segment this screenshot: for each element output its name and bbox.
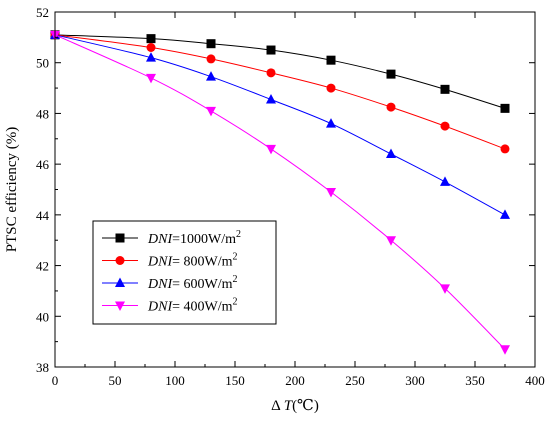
data-point	[266, 144, 276, 155]
series-3	[50, 29, 510, 219]
data-point	[326, 83, 336, 93]
legend-marker	[115, 277, 125, 287]
legend-marker	[115, 233, 125, 243]
x-axis-label-unit: (℃)	[292, 398, 319, 414]
legend-marker	[115, 301, 125, 311]
data-point	[500, 103, 510, 113]
data-point	[386, 102, 396, 112]
y-tick-label: 42	[36, 259, 49, 274]
series-layer	[50, 29, 510, 355]
data-point	[206, 39, 216, 49]
x-tick-label: 350	[465, 373, 485, 388]
data-point	[146, 73, 156, 84]
series-4	[50, 30, 510, 355]
x-axis-label-prefix: Δ	[271, 398, 284, 414]
legend-marker	[115, 256, 125, 265]
x-tick-label: 50	[109, 373, 122, 388]
y-tick-label: 48	[36, 106, 49, 121]
x-tick-label: 300	[405, 373, 425, 388]
legend-item: DNI= 600W/m2	[102, 274, 238, 292]
data-point	[440, 176, 450, 186]
data-point	[206, 54, 216, 64]
data-point	[326, 188, 336, 198]
x-tick-label: 200	[285, 373, 305, 388]
series-line	[54, 34, 506, 150]
y-tick-label: 38	[36, 360, 49, 375]
data-point	[440, 284, 450, 294]
y-tick-label: 50	[36, 56, 49, 71]
data-point	[206, 71, 216, 81]
legend-item: DNI= 400W/m2	[102, 297, 238, 315]
data-point	[440, 84, 450, 94]
series-line	[54, 34, 506, 109]
legend-label: DNI=1000W/m2	[147, 229, 241, 247]
data-point	[266, 45, 276, 55]
data-point	[386, 236, 396, 246]
y-tick-label: 46	[36, 157, 50, 172]
data-point	[206, 106, 216, 117]
data-point	[386, 69, 396, 79]
x-axis-label: Δ T(℃)	[271, 398, 319, 414]
data-point	[146, 43, 156, 52]
legend: DNI=1000W/m2 DNI= 800W/m2 DNI= 600W/m2 DNI=…	[92, 220, 277, 325]
y-tick-label: 52	[36, 5, 49, 20]
x-tick-label: 250	[345, 373, 365, 388]
data-point	[500, 144, 510, 154]
x-tick-label: 0	[52, 373, 59, 388]
data-point	[386, 148, 396, 158]
data-point	[440, 121, 450, 131]
data-point	[500, 345, 510, 355]
data-point	[146, 52, 156, 62]
x-axis-label-variable: T	[284, 398, 294, 414]
y-axis-label: PTSC efficiency (%)	[4, 127, 20, 253]
data-point	[500, 209, 510, 219]
legend-label: DNI= 400W/m2	[147, 297, 238, 315]
x-tick-label: 400	[525, 373, 545, 388]
legend-label: DNI= 600W/m2	[147, 274, 238, 292]
data-point	[326, 55, 336, 65]
x-tick-label: 150	[225, 373, 245, 388]
x-tick-label: 100	[165, 373, 185, 388]
y-tick-label: 44	[36, 208, 50, 223]
data-point	[146, 34, 156, 44]
data-point	[326, 118, 336, 128]
data-point	[266, 68, 276, 78]
legend-item: DNI=1000W/m2	[102, 229, 241, 247]
data-point	[266, 93, 276, 104]
series-line	[54, 34, 506, 216]
legend-label: DNI= 800W/m2	[147, 252, 238, 270]
axis-ticks: 0 50 100 150 200 250 300 350 400 38 40 42 44 46 48 50 52	[36, 5, 545, 388]
y-tick-label: 40	[36, 309, 49, 324]
legend-item: DNI= 800W/m2	[102, 252, 238, 270]
